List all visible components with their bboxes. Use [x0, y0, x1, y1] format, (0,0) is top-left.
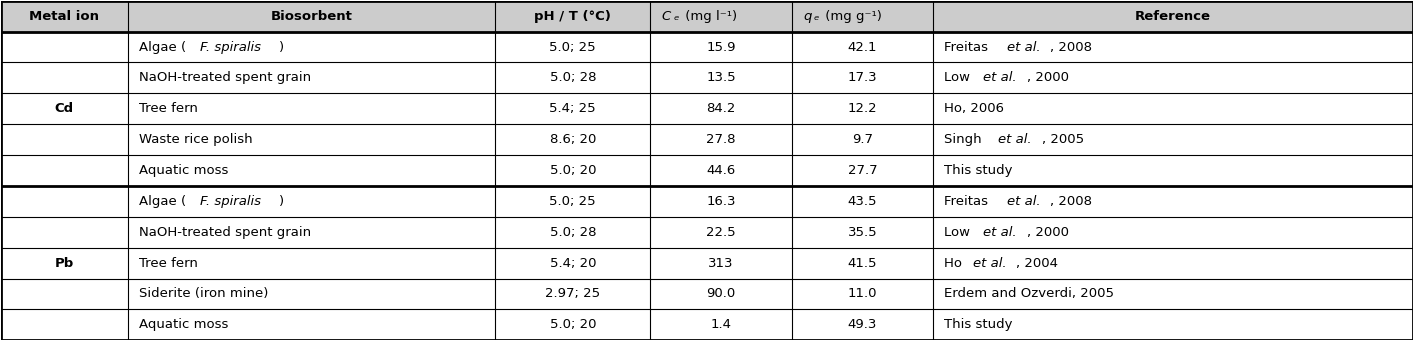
Text: 44.6: 44.6 [707, 164, 735, 177]
Text: 90.0: 90.0 [707, 287, 735, 300]
Text: Siderite (iron mine): Siderite (iron mine) [139, 287, 269, 300]
Text: 11.0: 11.0 [847, 287, 877, 300]
Text: 27.8: 27.8 [707, 133, 735, 146]
Text: Tree fern: Tree fern [139, 102, 198, 115]
Text: et al.: et al. [983, 71, 1017, 84]
Text: Erdem and Ozverdi, 2005: Erdem and Ozverdi, 2005 [945, 287, 1114, 300]
Text: 5.0; 28: 5.0; 28 [550, 71, 597, 84]
Text: pH / T (°C): pH / T (°C) [534, 10, 611, 23]
Text: Reference: Reference [1135, 10, 1212, 23]
Text: Freitas: Freitas [945, 195, 993, 208]
Text: 84.2: 84.2 [707, 102, 735, 115]
Text: q: q [803, 10, 812, 23]
Text: , 2008: , 2008 [1049, 41, 1092, 54]
Text: 5.0; 25: 5.0; 25 [550, 41, 597, 54]
Text: Ho: Ho [945, 257, 967, 270]
Text: 35.5: 35.5 [847, 226, 877, 239]
Text: F. spiralis: F. spiralis [199, 41, 260, 54]
Text: 313: 313 [708, 257, 734, 270]
Text: , 2004: , 2004 [1017, 257, 1058, 270]
Text: et al.: et al. [998, 133, 1032, 146]
Text: NaOH-treated spent grain: NaOH-treated spent grain [139, 71, 311, 84]
Text: et al.: et al. [973, 257, 1007, 270]
Text: 5.0; 25: 5.0; 25 [550, 195, 597, 208]
Text: Metal ion: Metal ion [30, 10, 99, 23]
Text: Aquatic moss: Aquatic moss [139, 318, 229, 331]
Text: 43.5: 43.5 [847, 195, 877, 208]
Text: 41.5: 41.5 [847, 257, 877, 270]
Text: Biosorbent: Biosorbent [270, 10, 352, 23]
Text: Low: Low [945, 226, 974, 239]
Text: ): ) [279, 41, 284, 54]
Text: Tree fern: Tree fern [139, 257, 198, 270]
Text: 15.9: 15.9 [707, 41, 735, 54]
Text: (mg g⁻¹): (mg g⁻¹) [822, 10, 882, 23]
Text: Freitas: Freitas [945, 41, 993, 54]
Text: (mg l⁻¹): (mg l⁻¹) [680, 10, 737, 23]
Text: ): ) [279, 195, 284, 208]
Text: 16.3: 16.3 [707, 195, 735, 208]
Bar [0, 1, 1414, 32]
Text: Low: Low [945, 71, 974, 84]
Text: , 2008: , 2008 [1049, 195, 1092, 208]
Text: NaOH-treated spent grain: NaOH-treated spent grain [139, 226, 311, 239]
Text: 22.5: 22.5 [707, 226, 735, 239]
Text: Algae (: Algae ( [139, 195, 187, 208]
Text: et al.: et al. [1007, 195, 1041, 208]
Text: 1.4: 1.4 [711, 318, 731, 331]
Text: Algae (: Algae ( [139, 41, 187, 54]
Text: , 2000: , 2000 [1027, 226, 1069, 239]
Text: 5.4; 20: 5.4; 20 [550, 257, 597, 270]
Text: 17.3: 17.3 [847, 71, 877, 84]
Text: Pb: Pb [55, 257, 74, 270]
Text: Waste rice polish: Waste rice polish [139, 133, 253, 146]
Text: , 2000: , 2000 [1027, 71, 1069, 84]
Text: 9.7: 9.7 [851, 133, 872, 146]
Text: Aquatic moss: Aquatic moss [139, 164, 229, 177]
Text: 27.7: 27.7 [847, 164, 877, 177]
Text: 5.4; 25: 5.4; 25 [550, 102, 597, 115]
Text: 49.3: 49.3 [848, 318, 877, 331]
Text: This study: This study [945, 164, 1012, 177]
Text: Cd: Cd [55, 102, 74, 115]
Text: ₑ: ₑ [814, 10, 819, 23]
Text: ₑ: ₑ [673, 10, 679, 23]
Text: 13.5: 13.5 [707, 71, 735, 84]
Text: , 2005: , 2005 [1042, 133, 1083, 146]
Text: et al.: et al. [1007, 41, 1041, 54]
Text: 8.6; 20: 8.6; 20 [550, 133, 595, 146]
Text: 5.0; 20: 5.0; 20 [550, 318, 597, 331]
Text: Singh: Singh [945, 133, 986, 146]
Text: This study: This study [945, 318, 1012, 331]
Text: 42.1: 42.1 [847, 41, 877, 54]
Text: 12.2: 12.2 [847, 102, 877, 115]
Text: C: C [662, 10, 672, 23]
Text: F. spiralis: F. spiralis [199, 195, 260, 208]
Text: et al.: et al. [983, 226, 1017, 239]
Text: Ho, 2006: Ho, 2006 [945, 102, 1004, 115]
Text: 5.0; 28: 5.0; 28 [550, 226, 597, 239]
Text: 2.97; 25: 2.97; 25 [546, 287, 601, 300]
Text: 5.0; 20: 5.0; 20 [550, 164, 597, 177]
